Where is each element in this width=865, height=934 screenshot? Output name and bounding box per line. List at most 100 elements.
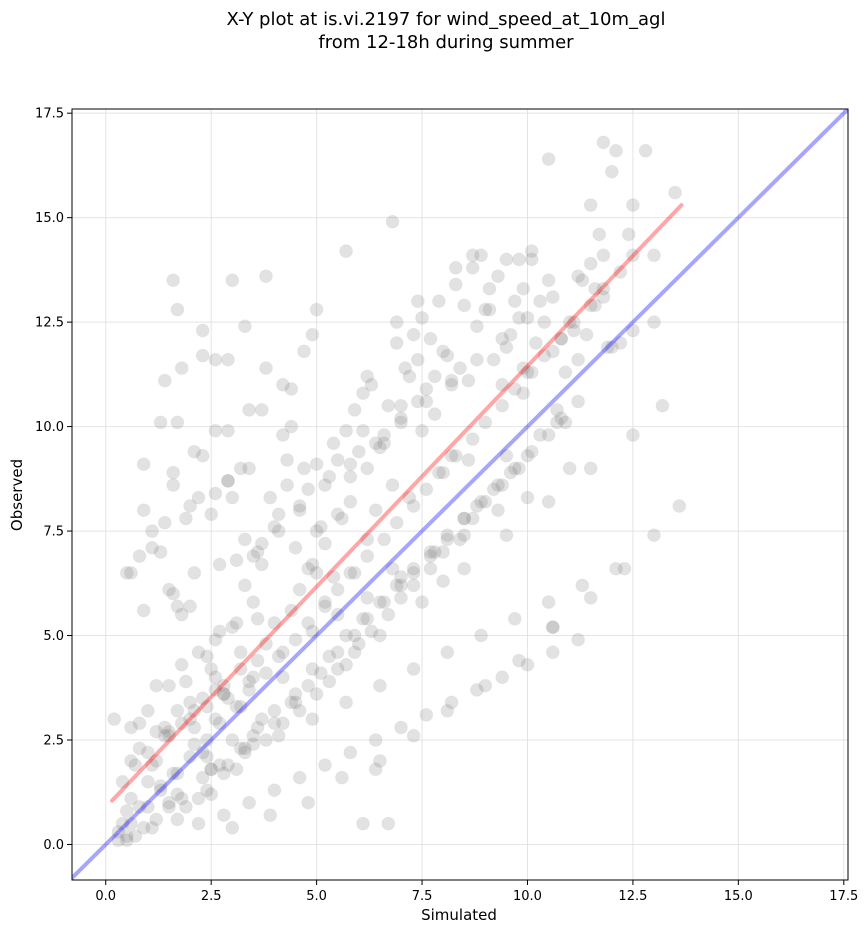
scatter-point xyxy=(427,545,442,559)
scatter-point xyxy=(263,808,278,823)
scatter-point xyxy=(545,290,560,304)
scatter-point xyxy=(491,503,505,518)
scatter-point xyxy=(212,624,227,639)
scatter-point xyxy=(292,770,307,785)
scatter-point xyxy=(124,816,138,831)
scatter-point xyxy=(588,281,602,296)
scatter-point xyxy=(583,298,598,313)
scatter-point xyxy=(368,503,383,518)
scatter-point xyxy=(486,352,501,367)
scatter-point xyxy=(625,323,640,338)
scatter-point xyxy=(313,666,328,681)
scatter-point xyxy=(183,499,198,513)
scatter-point xyxy=(292,703,307,718)
scatter-point xyxy=(195,745,210,760)
scatter-point xyxy=(334,511,349,526)
scatter-point xyxy=(233,662,248,676)
scatter-point xyxy=(157,728,172,743)
scatter-point xyxy=(448,260,463,275)
scatter-point xyxy=(301,482,316,497)
scatter-point xyxy=(457,511,472,526)
scatter-point xyxy=(520,490,535,505)
scatter-point xyxy=(583,256,598,271)
scatter-point xyxy=(259,666,273,681)
scatter-point xyxy=(107,712,122,727)
scatter-point xyxy=(191,816,206,831)
scatter-point xyxy=(558,365,573,380)
scatter-point xyxy=(440,348,455,363)
scatter-point xyxy=(571,352,586,367)
y-tick-label: 2.5 xyxy=(43,734,64,749)
scatter-point xyxy=(436,344,451,359)
scatter-point xyxy=(394,578,408,593)
identity-line xyxy=(72,109,848,880)
scatter-point xyxy=(512,461,526,476)
scatter-point xyxy=(124,565,138,580)
scatter-point xyxy=(242,402,257,417)
x-tick-label: 10.0 xyxy=(513,889,542,904)
y-tick-label: 10.0 xyxy=(35,420,64,435)
scatter-point xyxy=(372,628,387,643)
scatter-point xyxy=(254,712,269,727)
scatter-point xyxy=(267,616,282,630)
scatter-point xyxy=(187,565,202,580)
scatter-point xyxy=(208,632,223,647)
scatter-point xyxy=(512,252,526,267)
scatter-point xyxy=(444,695,459,710)
scatter-point xyxy=(647,315,661,330)
scatter-point xyxy=(237,745,252,760)
scatter-point xyxy=(195,348,210,363)
scatter-point xyxy=(596,290,611,304)
scatter-point xyxy=(356,611,370,626)
scatter-point xyxy=(469,682,484,697)
scatter-point xyxy=(242,674,257,689)
scatter-point xyxy=(246,670,261,685)
scatter-point xyxy=(545,344,560,359)
scatter-point xyxy=(170,812,185,827)
scatter-point xyxy=(562,315,577,330)
scatter-point xyxy=(330,582,345,597)
scatter-point xyxy=(305,624,320,639)
scatter-point xyxy=(221,473,235,488)
scatter-point xyxy=(204,662,219,676)
y-tick-label: 7.5 xyxy=(43,525,64,540)
scatter-point xyxy=(170,787,185,802)
scatter-point xyxy=(554,331,569,346)
scatter-point xyxy=(343,494,358,509)
scatter-point xyxy=(204,762,219,777)
scatter-point xyxy=(170,703,185,718)
scatter-point xyxy=(208,670,223,685)
x-axis-ticks: 0.0 2.5 5.0 7.5 10.0 12.5 15.0 17.5 xyxy=(95,880,858,904)
scatter-point xyxy=(457,298,472,313)
scatter-point xyxy=(309,524,324,539)
scatter-point xyxy=(347,402,362,417)
scatter-point xyxy=(419,394,434,409)
scatter-point xyxy=(318,599,332,614)
scatter-point xyxy=(322,469,337,484)
x-tick-label: 15.0 xyxy=(724,889,753,904)
scatter-point xyxy=(250,720,265,735)
scatter-point xyxy=(372,678,387,693)
scatter-point xyxy=(583,198,598,213)
scatter-point xyxy=(153,545,168,559)
scatter-point xyxy=(178,511,193,526)
scatter-point xyxy=(162,799,176,814)
reference-lines xyxy=(72,109,848,880)
scatter-point xyxy=(583,590,598,605)
scatter-point xyxy=(566,315,581,330)
scatter-point xyxy=(457,511,472,526)
scatter-point xyxy=(326,436,341,451)
scatter-point xyxy=(583,461,598,476)
scatter-point xyxy=(115,816,130,831)
scatter-point xyxy=(250,611,265,626)
scatter-point xyxy=(166,273,181,288)
scatter-point xyxy=(191,645,206,660)
scatter-point xyxy=(491,478,505,493)
scatter-point xyxy=(174,657,189,672)
scatter-point xyxy=(394,720,408,735)
scatter-point xyxy=(208,352,223,367)
scatter-point xyxy=(183,712,198,727)
scatter-point xyxy=(596,135,611,150)
scatter-point xyxy=(330,645,345,660)
scatter-point xyxy=(609,143,623,158)
